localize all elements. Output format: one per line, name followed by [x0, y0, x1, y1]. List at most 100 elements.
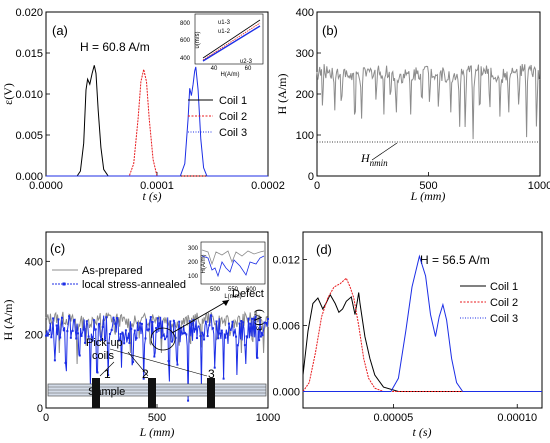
- inset-legend-2-a: υ1-2: [218, 29, 231, 35]
- series-marker-c-102: [135, 337, 138, 340]
- defect-circle-c: [150, 327, 176, 351]
- y-ticks-c: 0 200 400: [25, 256, 50, 415]
- series-marker-c-32: [73, 318, 76, 321]
- y-tick-label-a-1: 0.005: [15, 130, 43, 142]
- series-marker-c-142: [171, 340, 174, 343]
- coil-num-3-c: 3: [208, 367, 215, 381]
- y-axis-label-a: ε(V): [1, 83, 15, 105]
- x-tick-label-b-0: 0: [314, 180, 320, 192]
- series-marker-c-180: [204, 320, 207, 323]
- series-marker-c-68: [105, 316, 108, 319]
- inset-legend-3-a: υ2-3: [240, 59, 253, 65]
- series-marker-c-242: [259, 335, 262, 338]
- series-marker-c-28: [69, 336, 72, 339]
- x-tick-label-c-1: 500: [148, 412, 166, 424]
- series-marker-c-40: [80, 334, 83, 337]
- series-marker-c-56: [94, 328, 97, 331]
- series-marker-c-146: [174, 336, 177, 339]
- y-ticks-d: 0.000 0.006 0.012: [272, 255, 307, 399]
- x-ticks-c: 0 500 1000: [43, 404, 280, 424]
- x-tick-label-a-2: 0.0002: [251, 180, 285, 192]
- legend-a: Coil 1 Coil 2 Coil 3: [188, 95, 247, 139]
- series-marker-c-36: [76, 332, 79, 335]
- series-marker-c-226: [245, 335, 248, 338]
- series-marker-c-200: [222, 377, 225, 380]
- series-marker-c-72: [108, 333, 111, 336]
- series-marker-c-160: [187, 399, 190, 402]
- inset-xtick-a-60: 60: [245, 66, 252, 72]
- series-marker-c-124: [155, 327, 158, 330]
- panel-c: (c) 0 500 1000 0 200 400 L (mm) H (A/m) As-p…: [1, 231, 280, 439]
- series-marker-c-104: [137, 329, 140, 332]
- series-marker-c-58: [96, 371, 99, 374]
- series-marker-c-112: [144, 337, 147, 340]
- series-marker-c-238: [256, 356, 259, 359]
- y-tick-label-a-3: 0.015: [15, 48, 43, 60]
- legend-label-coil1-a: Coil 1: [219, 95, 247, 107]
- y-tick-label-a-0: 0.000: [15, 171, 43, 183]
- series-group-b: [316, 63, 541, 140]
- legend-label-coil2-d: Coil 2: [490, 297, 518, 309]
- series-marker-c-178: [203, 338, 206, 341]
- inset-ylabel-c: H(A/m): [201, 255, 207, 274]
- series-marker-c-96: [130, 327, 133, 330]
- series-marker-c-150: [178, 320, 181, 323]
- panel-a: (a) H = 60.8 A/m 0.0000 0.0001 0.0002 0.00…: [1, 7, 285, 203]
- series-marker-c-0: [45, 334, 47, 337]
- pickup-arrow-3-c: [109, 348, 208, 377]
- inset-xtick-c-550: 550: [228, 287, 239, 293]
- inset-ytick-c-100: 100: [188, 274, 199, 280]
- series-marker-c-116: [148, 328, 151, 331]
- series-marker-c-130: [160, 336, 163, 339]
- series-marker-c-54: [92, 319, 95, 322]
- series-marker-c-78: [114, 322, 117, 325]
- defect-arrow-c: [171, 299, 230, 334]
- series-marker-c-30: [71, 329, 74, 332]
- inset-xtick-c-600: 600: [246, 287, 257, 293]
- series-marker-c-196: [219, 332, 222, 335]
- series-marker-c-228: [247, 317, 250, 320]
- series-marker-c-164: [190, 322, 193, 325]
- y-tick-label-b-0: 0: [308, 171, 314, 183]
- series-group-d: [302, 254, 542, 392]
- series-marker-c-156: [183, 332, 186, 335]
- pickup-label-line1-c: Pick-up: [86, 337, 123, 349]
- coil-num-2-c: 2: [142, 367, 149, 381]
- x-axis-label-a: t (s): [143, 189, 162, 203]
- series-marker-c-218: [238, 322, 241, 325]
- hmin-arrow-b: [371, 142, 398, 161]
- y-axis-label-d: ε(V): [251, 309, 265, 331]
- y-tick-label-b-2: 200: [296, 89, 314, 101]
- series-marker-c-246: [263, 321, 266, 324]
- legend-label-annealed-c: local stress-annealed: [82, 279, 186, 291]
- series-marker-c-136: [165, 335, 168, 338]
- series-group-c: [45, 310, 269, 402]
- inset-line-gray-c: [201, 249, 265, 266]
- series-marker-c-134: [163, 338, 166, 341]
- series-marker-c-100: [133, 329, 136, 332]
- series-marker-c-80: [116, 317, 119, 320]
- series-marker-c-250: [267, 317, 269, 320]
- series-marker-c-182: [206, 335, 209, 338]
- y-ticks-b: 0 100 200 300 400: [296, 7, 321, 183]
- defect-arrowhead-c: [222, 300, 229, 306]
- series-marker-c-184: [208, 324, 211, 327]
- series-marker-c-14: [57, 318, 60, 321]
- series-marker-c-176: [201, 331, 204, 334]
- series-line-d-2: [303, 254, 542, 392]
- series-marker-c-26: [68, 315, 71, 318]
- sample-schematic-c: Sample 1 2 3 Pick-up coils: [47, 337, 267, 408]
- inset-ytick-c-200: 200: [188, 260, 199, 266]
- legend-marker-annealed-c: [62, 282, 66, 286]
- legend-d: Coil 1 Coil 2 Coil 3: [460, 281, 518, 325]
- legend-label-coil3-a: Coil 3: [219, 127, 247, 139]
- series-marker-c-64: [101, 325, 104, 328]
- series-marker-c-76: [112, 316, 115, 319]
- inset-xtick-a-40: 40: [211, 66, 218, 72]
- x-ticks-d: 0.00005 0.00010: [374, 404, 537, 424]
- series-marker-c-204: [226, 332, 229, 335]
- series-marker-c-94: [128, 341, 131, 344]
- x-tick-label-a-0: 0.0000: [29, 180, 63, 192]
- series-marker-c-232: [251, 317, 254, 320]
